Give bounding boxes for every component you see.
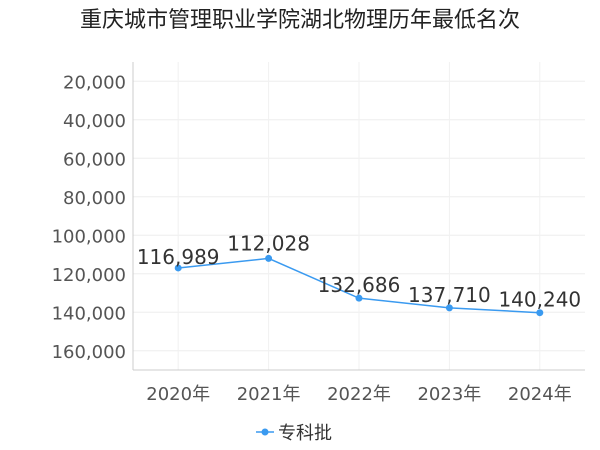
y-tick-label: 160,000 — [52, 342, 126, 363]
y-tick-label: 120,000 — [52, 265, 126, 286]
data-point[interactable] — [174, 264, 182, 272]
legend-marker-icon — [261, 428, 269, 436]
data-label: 132,686 — [318, 273, 401, 297]
grid-layer — [133, 62, 585, 370]
data-label: 112,028 — [227, 231, 310, 255]
axis-layer: 20,000 40,000 60,000 80,000 100,000 120,000 14… — [52, 62, 585, 405]
y-tick-label: 100,000 — [52, 226, 126, 247]
data-point[interactable] — [536, 309, 544, 317]
data-label-layer: 116,989 112,028 132,686 137,710 140,240 — [137, 231, 581, 311]
y-tick-label: 140,000 — [52, 303, 126, 324]
y-tick-label: 40,000 — [63, 111, 126, 132]
x-tick-label: 2022年 — [327, 384, 391, 405]
legend[interactable]: 专科批 — [256, 423, 332, 444]
data-point[interactable] — [355, 294, 363, 302]
data-label: 140,240 — [498, 288, 581, 312]
legend-label: 专科批 — [278, 423, 332, 444]
chart-title: 重庆城市管理职业学院湖北物理历年最低名次 — [80, 8, 520, 33]
x-tick-label: 2020年 — [146, 384, 210, 405]
data-label: 137,710 — [408, 283, 491, 307]
y-tick-label: 80,000 — [63, 188, 126, 209]
x-tick-label: 2024年 — [508, 384, 572, 405]
x-tick-label: 2021年 — [237, 384, 301, 405]
x-tick-label: 2023年 — [417, 384, 481, 405]
y-tick-label: 60,000 — [63, 149, 126, 170]
y-tick-label: 20,000 — [63, 72, 126, 93]
data-point[interactable] — [445, 304, 453, 312]
data-label: 116,989 — [137, 245, 220, 269]
data-point[interactable] — [265, 254, 273, 262]
series-layer — [174, 254, 544, 317]
